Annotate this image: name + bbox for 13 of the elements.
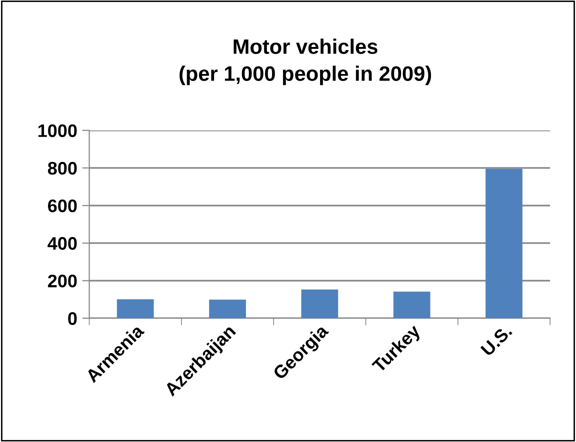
bar xyxy=(393,292,430,318)
y-tick-label: 800 xyxy=(48,162,77,175)
y-tick-label: 400 xyxy=(48,237,77,250)
y-tick-label: 600 xyxy=(48,199,77,212)
bar xyxy=(486,168,522,318)
y-tick-label: 200 xyxy=(48,274,77,288)
y-tick-label: 0 xyxy=(68,312,77,325)
bar xyxy=(301,290,338,318)
bar xyxy=(116,299,154,318)
y-tick-label: 1000 xyxy=(38,124,77,138)
chart-title: Motor vehicles (per 1,000 people in 2009) xyxy=(180,38,432,86)
x-tick-label: U.S. xyxy=(480,324,512,357)
bar xyxy=(209,300,246,318)
